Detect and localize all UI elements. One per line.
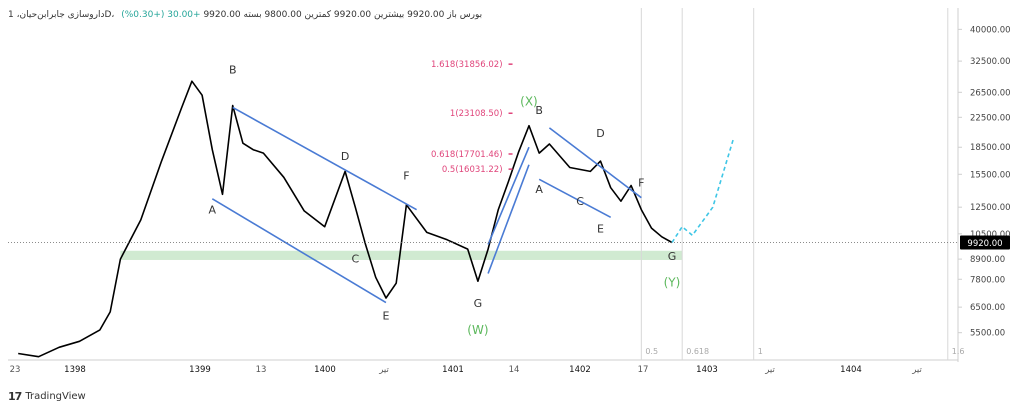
trendline xyxy=(548,127,642,199)
fib-label: 1(23108.50) xyxy=(450,109,503,119)
y-tick-label: 26500.00 xyxy=(970,88,1011,98)
wave-label: C xyxy=(576,195,584,208)
wave-label: G xyxy=(668,250,677,263)
wave-label: (W) xyxy=(467,323,488,337)
last-price-badge xyxy=(960,235,1010,250)
x-tick-label: تیر xyxy=(764,365,775,375)
x-tick-label: 1400 xyxy=(314,365,336,375)
y-tick-label: 22500.00 xyxy=(970,113,1011,123)
tradingview-brand: TradingView xyxy=(25,391,86,402)
header-text: داروسازی جابرابن‌حیان، 1D، بورس باز 9920… xyxy=(8,10,483,20)
wave-label: A xyxy=(209,203,217,216)
wave-label: B xyxy=(535,104,543,117)
wave-label: (X) xyxy=(520,95,538,109)
wave-label: (Y) xyxy=(664,275,681,289)
trendline xyxy=(487,146,530,245)
y-tick-label: 15500.00 xyxy=(970,170,1011,180)
y-tick-label: 10500.00 xyxy=(970,230,1011,240)
last-price-label: 9920.00 xyxy=(967,239,1002,249)
wave-label: D xyxy=(596,127,604,140)
trendline xyxy=(487,164,530,274)
support-zone xyxy=(120,250,683,260)
wave-label: E xyxy=(597,222,604,235)
x-tick-label: 1398 xyxy=(64,365,86,375)
x-tick-label: 14 xyxy=(509,365,520,375)
time-zone-label: 1 xyxy=(758,347,763,356)
y-tick-label: 40000.00 xyxy=(970,25,1011,35)
wave-label: B xyxy=(229,63,237,76)
fib-label: 0.618(17701.46) xyxy=(431,150,503,160)
price-line xyxy=(18,80,673,358)
x-tick-label: 1399 xyxy=(189,365,211,375)
x-tick-label: 13 xyxy=(256,365,267,375)
time-zone-label: 1.6 xyxy=(952,347,965,356)
y-tick-label: 12500.00 xyxy=(970,203,1011,213)
x-tick-label: تیر xyxy=(911,365,922,375)
x-tick-label: 1404 xyxy=(840,365,862,375)
wave-label: C xyxy=(351,253,359,266)
fib-label: 1.618(31856.02) xyxy=(431,60,503,70)
price-change: +30.00 (+0.30%) xyxy=(121,10,201,20)
wave-label: A xyxy=(535,183,543,196)
wave-label: F xyxy=(403,169,409,182)
x-tick-label: 1402 xyxy=(569,365,591,375)
tradingview-logo[interactable]: 17 TradingView xyxy=(8,390,86,403)
wave-label: F xyxy=(638,177,644,190)
time-zone-label: 0.5 xyxy=(645,347,658,356)
x-tick-label: تیر xyxy=(378,365,389,375)
x-tick-label: 1401 xyxy=(442,365,464,375)
trendline xyxy=(538,178,612,218)
x-tick-label: 17 xyxy=(638,365,649,375)
wave-label: E xyxy=(382,309,389,322)
y-tick-label: 5500.00 xyxy=(970,329,1005,339)
forecast-path xyxy=(671,138,735,243)
y-tick-label: 32500.00 xyxy=(970,57,1011,67)
trendline xyxy=(232,106,417,211)
fib-label: 0.5(16031.22) xyxy=(442,165,503,175)
y-tick-label: 18500.00 xyxy=(970,143,1011,153)
x-tick-label: 23 xyxy=(10,365,21,375)
y-tick-label: 8900.00 xyxy=(970,255,1005,265)
time-zone-label: 0.618 xyxy=(686,347,709,356)
symbol-header: داروسازی جابرابن‌حیان، 1D، بورس باز 9920… xyxy=(8,10,482,20)
y-tick-label: 7800.00 xyxy=(970,275,1005,285)
x-tick-label: 1403 xyxy=(696,365,718,375)
y-tick-label: 6500.00 xyxy=(970,303,1005,313)
trendline xyxy=(211,198,387,304)
tradingview-mark-icon: 17 xyxy=(8,390,22,403)
wave-label: G xyxy=(474,297,483,310)
wave-label: D xyxy=(341,150,349,163)
